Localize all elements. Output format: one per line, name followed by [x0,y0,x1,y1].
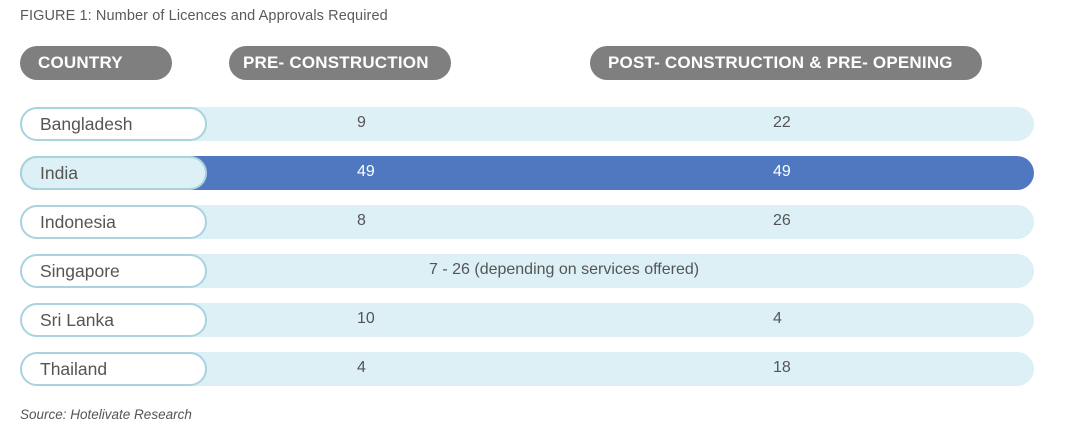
post-construction-value: 18 [773,359,791,376]
country-label: Singapore [20,254,207,288]
country-label: India [20,156,207,190]
header-post-construction: POST- CONSTRUCTION & PRE- OPENING [590,46,982,80]
post-construction-value: 49 [773,163,791,180]
country-label: Thailand [20,352,207,386]
pre-construction-value: 8 [357,212,366,229]
table-row: Thailand 4 18 [20,352,1034,386]
table-row: Sri Lanka 10 4 [20,303,1034,337]
post-construction-value: 22 [773,114,791,131]
post-construction-value: 26 [773,212,791,229]
post-construction-value: 4 [773,310,782,327]
source-note: Source: Hotelivate Research [20,407,192,422]
pre-construction-value: 9 [357,114,366,131]
table-row: Singapore 7 - 26 (depending on services o… [20,254,1034,288]
country-label: Sri Lanka [20,303,207,337]
pre-construction-value: 49 [357,163,375,180]
country-label: Bangladesh [20,107,207,141]
header-country: COUNTRY [20,46,172,80]
figure-title: FIGURE 1: Number of Licences and Approva… [20,8,388,24]
pre-construction-value: 10 [357,310,375,327]
table-row: India 49 49 [20,156,1034,190]
country-label: Indonesia [20,205,207,239]
combined-value: 7 - 26 (depending on services offered) [429,261,700,278]
table-row: Indonesia 8 26 [20,205,1034,239]
pre-construction-value: 4 [357,359,366,376]
header-pre-construction: PRE- CONSTRUCTION [229,46,451,80]
table-row: Bangladesh 9 22 [20,107,1034,141]
